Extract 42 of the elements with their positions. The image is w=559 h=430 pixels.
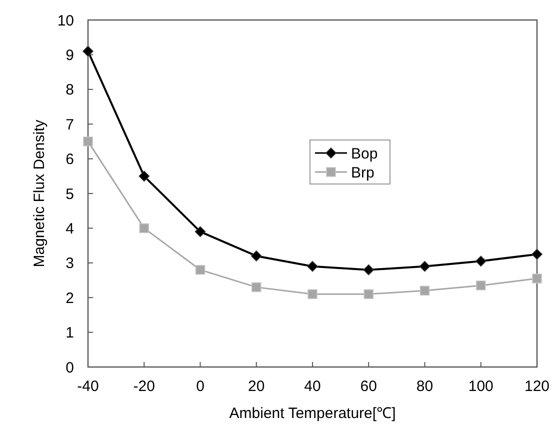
point bbox=[476, 280, 486, 290]
x-tick-label: 100 bbox=[468, 378, 494, 395]
point bbox=[308, 289, 318, 300]
y-tick-label: 10 bbox=[57, 12, 74, 30]
point bbox=[251, 282, 262, 292]
point bbox=[419, 260, 430, 272]
y-axis-title: Magnetic Flux Density bbox=[31, 119, 48, 268]
point bbox=[139, 223, 150, 234]
point bbox=[475, 256, 486, 267]
point bbox=[83, 136, 93, 146]
point bbox=[532, 248, 542, 260]
x-tick-label: 40 bbox=[304, 378, 321, 395]
legend-label: Bop bbox=[351, 145, 378, 162]
y-tick-label: 7 bbox=[66, 116, 74, 134]
y-tick-label: 6 bbox=[66, 151, 74, 168]
point bbox=[532, 274, 542, 284]
y-tick-label: 0 bbox=[66, 359, 74, 376]
point bbox=[82, 46, 94, 57]
y-tick-label: 5 bbox=[66, 186, 74, 203]
x-tick-label: 60 bbox=[360, 378, 377, 395]
x-tick-label: -40 bbox=[77, 378, 99, 395]
y-tick-label: 9 bbox=[66, 46, 74, 64]
y-tick-label: 2 bbox=[66, 290, 74, 307]
point bbox=[363, 264, 374, 276]
x-axis-title: Ambient Temperature[℃] bbox=[229, 405, 396, 422]
point bbox=[195, 264, 206, 275]
point bbox=[194, 226, 206, 238]
x-tick-label: 0 bbox=[196, 378, 204, 395]
point bbox=[250, 250, 262, 262]
y-tick-label: 4 bbox=[66, 220, 74, 238]
legend-label: Brp bbox=[351, 164, 374, 182]
y-tick-label: 3 bbox=[66, 255, 74, 272]
x-tick-label: 120 bbox=[524, 378, 550, 395]
y-tick-label: 8 bbox=[66, 82, 74, 99]
point bbox=[138, 170, 150, 182]
point bbox=[420, 286, 430, 296]
point bbox=[364, 289, 374, 300]
x-tick-label: 80 bbox=[416, 378, 434, 395]
y-tick-label: 1 bbox=[66, 324, 74, 342]
x-tick-label: -20 bbox=[133, 378, 155, 395]
x-tick-label: 20 bbox=[248, 378, 265, 395]
point bbox=[307, 260, 318, 272]
